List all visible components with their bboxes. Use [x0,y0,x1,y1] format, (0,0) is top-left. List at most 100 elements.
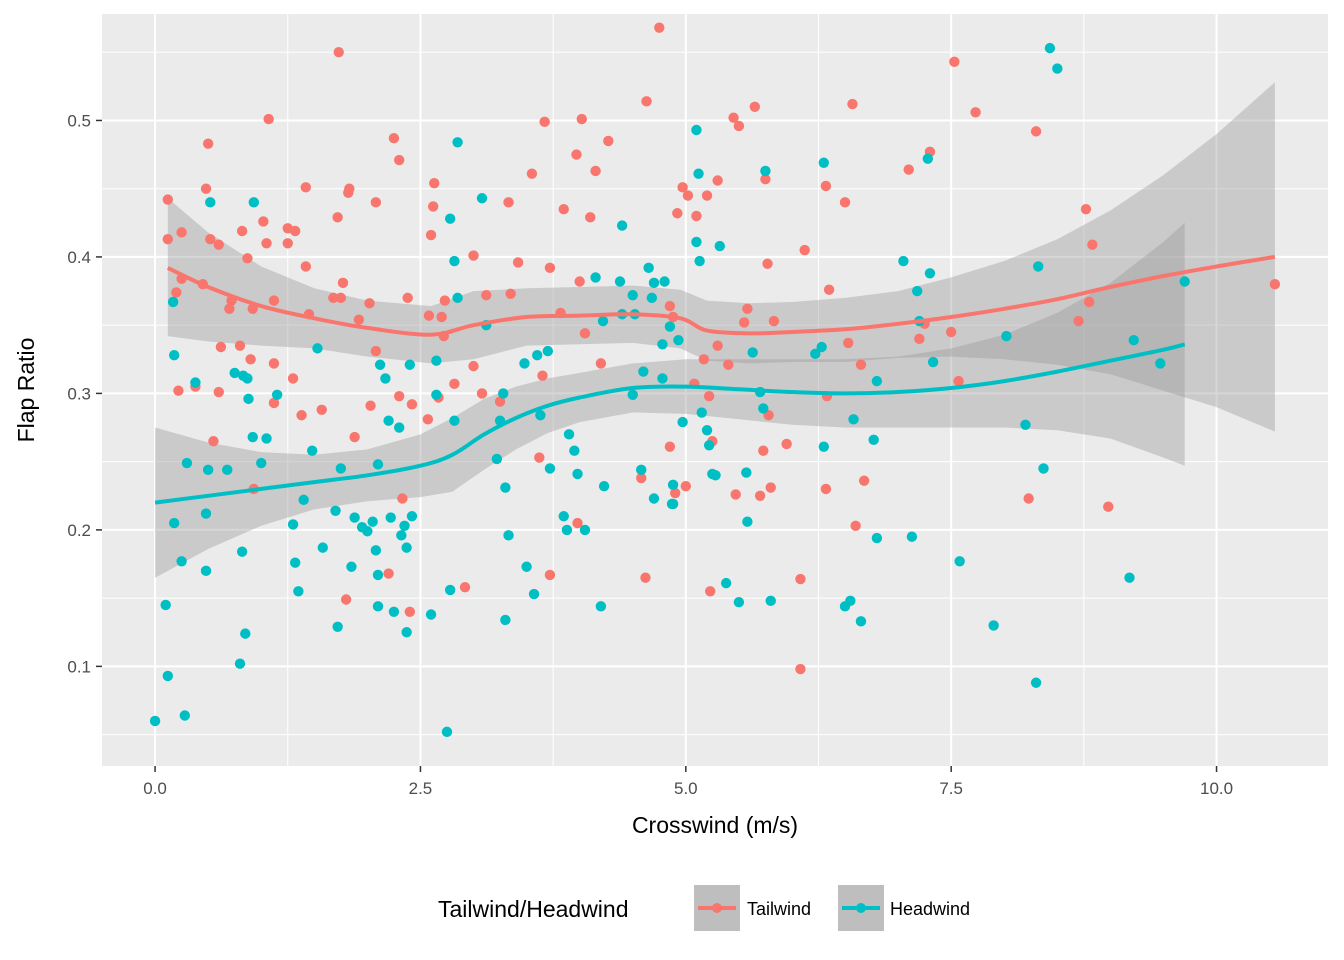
point-tailwind [728,112,739,123]
point-tailwind [300,182,312,193]
point-headwind [542,345,554,357]
point-headwind [179,710,190,721]
confidence-band-headwind [155,222,1185,578]
trend-lines [154,254,1276,505]
point-headwind [1033,261,1044,272]
point-tailwind [669,487,681,499]
point-tailwind [328,292,339,304]
point-tailwind [754,490,766,501]
point-tailwind [422,414,434,425]
point-headwind [988,620,999,631]
point-headwind [444,213,456,224]
point-tailwind [459,582,471,593]
point-tailwind [162,194,174,205]
point-headwind [289,557,301,568]
legend: Tailwind/Headwind Tailwind Headwind [438,885,970,931]
point-headwind [240,628,251,639]
point-headwind [659,276,670,287]
point-headwind [498,388,509,399]
trend-line-headwind [154,342,1186,505]
point-tailwind [949,56,960,67]
point-headwind [261,433,272,444]
point-headwind [598,481,610,492]
point-headwind [924,268,936,279]
point-headwind [614,276,626,287]
point-tailwind [436,311,447,323]
y-axis-title: Flap Ratio [13,338,39,443]
point-headwind [818,441,830,452]
point-headwind [406,511,418,522]
point-tailwind [1083,296,1095,308]
point-tailwind [200,183,212,194]
point-headwind [370,545,382,556]
legend-key-tailwind [694,885,740,931]
point-tailwind [712,175,723,186]
point-headwind [401,627,412,638]
point-tailwind [677,182,688,193]
point-headwind [399,520,410,531]
point-tailwind [406,399,418,410]
point-headwind [691,124,702,136]
point-tailwind [781,438,792,450]
point-headwind [855,616,867,627]
point-headwind [691,236,702,248]
point-tailwind [208,435,219,447]
point-headwind [431,355,442,366]
point-headwind [287,519,299,530]
point-headwind [476,193,488,204]
x-tick-label: 0.0 [143,779,167,798]
point-tailwind [914,333,925,345]
point-headwind [190,377,201,388]
point-headwind [346,561,357,572]
point-headwind [372,601,384,612]
point-tailwind [723,359,734,370]
point-headwind [330,505,341,516]
point-tailwind [843,337,854,349]
point-headwind [372,459,384,470]
point-headwind [394,422,405,433]
point-headwind [693,168,704,179]
point-tailwind [712,340,723,351]
point-headwind [449,415,460,426]
point-tailwind [705,586,716,597]
point-tailwind [1103,501,1114,512]
point-headwind [848,414,859,425]
point-headwind [449,255,460,267]
point-tailwind [680,481,692,492]
point-tailwind [234,340,246,351]
point-tailwind [847,98,858,110]
trend-line-tailwind [166,254,1276,337]
point-headwind [760,165,771,177]
point-tailwind [494,396,506,407]
point-headwind [1128,334,1139,346]
confidence-bands [155,82,1275,578]
point-headwind [765,595,776,607]
point-tailwind [364,298,375,309]
point-tailwind [603,135,614,147]
point-tailwind [176,227,187,238]
point-headwind [349,512,360,523]
point-headwind [558,511,569,522]
y-tick-label: 0.3 [67,384,91,403]
point-tailwind [664,300,676,312]
point-headwind [247,431,258,443]
point-headwind [367,516,378,527]
point-tailwind [820,180,832,192]
point-headwind [646,292,658,304]
point-tailwind [427,201,439,212]
point-tailwind [691,210,702,222]
point-tailwind [423,310,435,321]
point-tailwind [636,472,647,484]
point-tailwind [682,190,694,201]
point-tailwind [945,326,957,338]
point-tailwind [394,154,405,166]
point-tailwind [224,303,235,314]
point-headwind [733,597,745,608]
point-tailwind [839,197,851,208]
point-tailwind [640,572,651,583]
point-tailwind [654,22,665,33]
point-tailwind [762,258,773,269]
point-headwind [312,343,323,354]
point-tailwind [503,197,514,208]
point-headwind [425,609,437,620]
